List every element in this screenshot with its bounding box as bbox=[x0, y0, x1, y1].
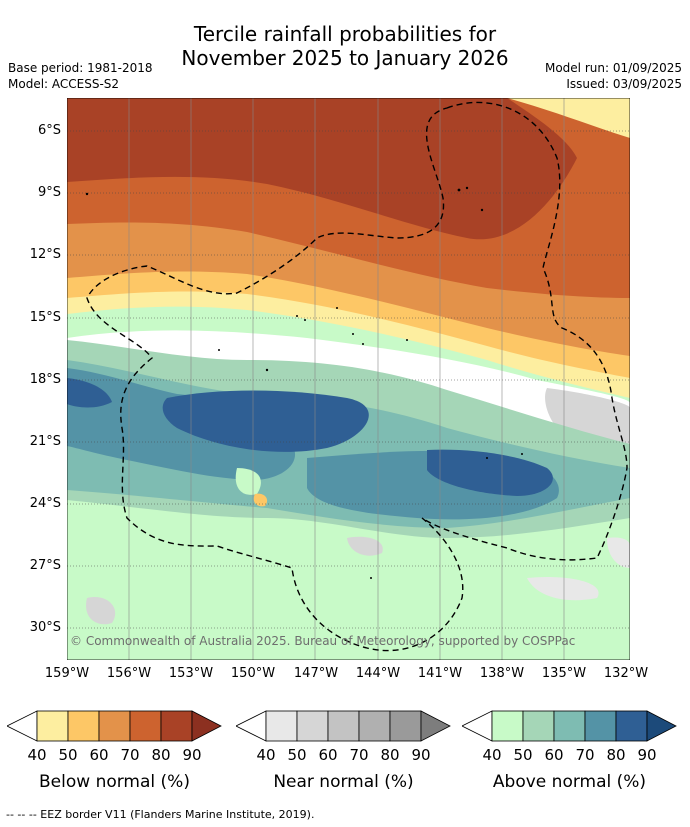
legend-swatch bbox=[296, 710, 329, 742]
lat-label-18s: 18°S bbox=[29, 372, 61, 387]
graticule bbox=[67, 130, 630, 629]
legend-above-colorbar bbox=[462, 710, 677, 742]
legend-below-tick-80: 80 bbox=[151, 746, 171, 764]
meta-left: Base period: 1981-2018 Model: ACCESS-S2 bbox=[8, 60, 153, 92]
legend-above-tick-90: 90 bbox=[637, 746, 657, 764]
near-normal-patch-s bbox=[347, 536, 383, 556]
legend-near-colorbar bbox=[236, 710, 451, 742]
lat-label-9s: 9°S bbox=[37, 185, 61, 200]
legend-near-tick-90: 90 bbox=[411, 746, 431, 764]
model-run: Model run: 01/09/2025 bbox=[544, 61, 682, 75]
legend-near-title: Near normal (%) bbox=[273, 772, 414, 792]
lat-label-27s: 27°S bbox=[29, 558, 61, 573]
legend-swatch bbox=[358, 710, 391, 742]
below-50-spot bbox=[253, 493, 268, 507]
lon-label-150w: 150°W bbox=[230, 666, 276, 681]
legend-above-tick-50: 50 bbox=[513, 746, 533, 764]
legend-near-tick-70: 70 bbox=[349, 746, 369, 764]
lat-label-12s: 12°S bbox=[29, 247, 61, 262]
legend-swatch bbox=[420, 710, 451, 742]
legend-near-tick-50: 50 bbox=[287, 746, 307, 764]
above-80-region-central bbox=[162, 390, 369, 452]
legend-swatch bbox=[191, 710, 222, 742]
legend-swatch bbox=[7, 710, 38, 742]
legend-swatch bbox=[615, 710, 648, 742]
near-normal-patch-sw bbox=[86, 597, 116, 625]
base-period: Base period: 1981-2018 bbox=[8, 61, 153, 75]
map-title: Tercile rainfall probabilities for Novem… bbox=[0, 22, 690, 70]
meta-right: Model run: 01/09/2025 Issued: 03/09/2025 bbox=[545, 60, 682, 92]
issued-date: Issued: 03/09/2025 bbox=[566, 77, 682, 91]
legend-below-normal: 40 50 60 70 80 90 Below normal (%) bbox=[7, 710, 222, 820]
legend-below-tick-90: 90 bbox=[182, 746, 202, 764]
legend-above-normal: 40 50 60 70 80 90 Above normal (%) bbox=[462, 710, 677, 820]
legend-below-colorbar bbox=[7, 710, 222, 742]
legend-swatch bbox=[327, 710, 360, 742]
legend-above-tick-80: 80 bbox=[606, 746, 626, 764]
islands bbox=[85, 186, 523, 579]
legend-swatch bbox=[646, 710, 677, 742]
legend-swatch bbox=[265, 710, 298, 742]
legend-swatch bbox=[129, 710, 162, 742]
lat-label-21s: 21°S bbox=[29, 434, 61, 449]
legend-swatch bbox=[389, 710, 422, 742]
lon-label-141w: 141°W bbox=[417, 666, 463, 681]
below-40-ne bbox=[507, 98, 630, 138]
lon-label-144w: 144°W bbox=[355, 666, 401, 681]
legend-below-tick-70: 70 bbox=[120, 746, 140, 764]
near-normal-patch-se bbox=[527, 576, 599, 601]
below-80-region bbox=[67, 98, 577, 240]
lon-label-147w: 147°W bbox=[293, 666, 339, 681]
legend-near-tick-80: 80 bbox=[380, 746, 400, 764]
title-line-1: Tercile rainfall probabilities for bbox=[193, 22, 497, 46]
lon-label-132w: 132°W bbox=[603, 666, 649, 681]
title-line-2: November 2025 to January 2026 bbox=[181, 46, 509, 70]
above-40-hole bbox=[235, 468, 261, 495]
legend-near-tick-40: 40 bbox=[256, 746, 276, 764]
lat-label-6s: 6°S bbox=[37, 123, 61, 138]
legend-near-tick-60: 60 bbox=[318, 746, 338, 764]
legend-swatch bbox=[67, 710, 100, 742]
legend-swatch bbox=[584, 710, 617, 742]
near-normal-patch-far-se bbox=[607, 537, 630, 568]
legend-swatch bbox=[553, 710, 586, 742]
eez-footnote: -- -- -- EEZ border V11 (Flanders Marine… bbox=[6, 808, 315, 821]
lon-label-156w: 156°W bbox=[106, 666, 152, 681]
legend-below-title: Below normal (%) bbox=[39, 772, 190, 792]
lon-label-135w: 135°W bbox=[541, 666, 587, 681]
legend-above-tick-40: 40 bbox=[482, 746, 502, 764]
legend-above-title: Above normal (%) bbox=[492, 772, 647, 792]
lat-label-30s: 30°S bbox=[29, 620, 61, 635]
above-80-region-west bbox=[67, 378, 112, 408]
legend-swatch bbox=[36, 710, 69, 742]
legend-swatch bbox=[522, 710, 555, 742]
legend-above-tick-60: 60 bbox=[544, 746, 564, 764]
meridians bbox=[128, 98, 565, 660]
lat-label-24s: 24°S bbox=[29, 496, 61, 511]
legend-swatch bbox=[491, 710, 524, 742]
above-80-region-east bbox=[427, 449, 553, 496]
eez-border bbox=[86, 101, 628, 652]
legend-above-tick-70: 70 bbox=[575, 746, 595, 764]
lon-label-159w: 159°W bbox=[44, 666, 90, 681]
legend-below-tick-50: 50 bbox=[58, 746, 78, 764]
legend-swatch bbox=[462, 710, 493, 742]
copyright-text: © Commonwealth of Australia 2025. Bureau… bbox=[70, 634, 576, 648]
legend-below-tick-60: 60 bbox=[89, 746, 109, 764]
rainfall-map bbox=[67, 98, 630, 660]
lon-label-153w: 153°W bbox=[168, 666, 214, 681]
lon-label-138w: 138°W bbox=[479, 666, 525, 681]
model-name: Model: ACCESS-S2 bbox=[8, 77, 120, 91]
legend-swatch bbox=[160, 710, 193, 742]
legend-near-normal: 40 50 60 70 80 90 Near normal (%) bbox=[236, 710, 451, 820]
legend-swatch bbox=[98, 710, 131, 742]
map-canvas bbox=[67, 98, 630, 660]
legend-swatch bbox=[236, 710, 267, 742]
lat-label-15s: 15°S bbox=[29, 310, 61, 325]
legend-below-tick-40: 40 bbox=[27, 746, 47, 764]
